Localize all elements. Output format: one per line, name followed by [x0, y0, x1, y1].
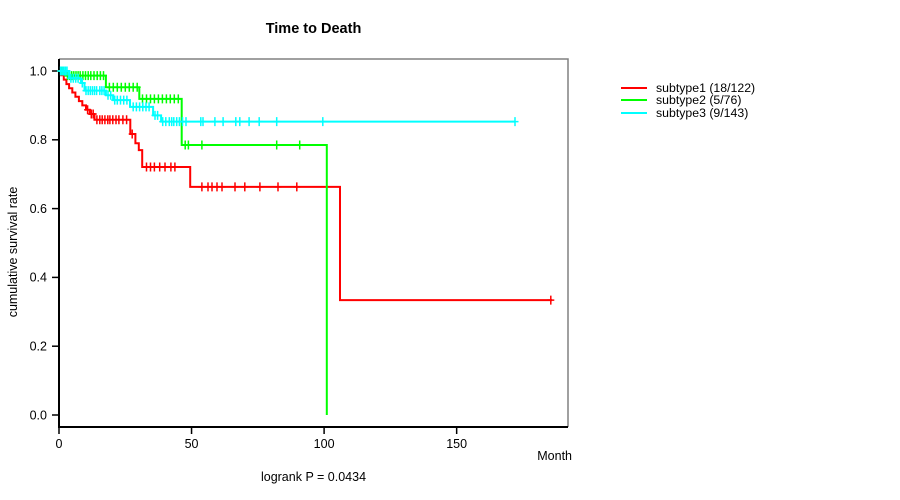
legend-row-3: subtype3 (9/143): [621, 105, 755, 120]
chart-title: Time to Death: [265, 21, 362, 37]
legend-label-2: subtype2 (5/76): [656, 93, 742, 108]
legend-row-2: subtype2 (5/76): [621, 93, 755, 108]
legend-row-1: subtype1 (18/122): [621, 82, 755, 94]
censor-marks-3: [57, 66, 519, 127]
censor-marks-2: [57, 66, 304, 150]
logrank-annotation: logrank P = 0.0434: [260, 470, 367, 484]
y-axis-title: cumulative survival rate: [6, 186, 20, 318]
x-axis-tick-label: 100: [314, 437, 335, 451]
y-axis-tick-label: 0.0: [30, 408, 47, 422]
survival-curve-1: [59, 70, 553, 302]
plot-box-top-right: [59, 58, 569, 427]
y-axis-tick-label: 1.0: [30, 64, 47, 78]
legend: subtype1 (18/122) subtype2 (5/76) subtype3…: [621, 82, 755, 119]
plot-box-axis-lines: [58, 59, 568, 428]
y-axis-tick-label: 0.6: [30, 202, 47, 216]
x-axis-title: Month: [537, 449, 572, 463]
y-axis-tick-label: 0.2: [30, 340, 47, 354]
legend-line-swatch-3: [621, 111, 647, 114]
legend-line-swatch-2: [621, 99, 647, 102]
x-axis-tick-label: 0: [56, 437, 63, 451]
y-axis-tick-label: 0.8: [30, 133, 47, 147]
legend-label-3: subtype3 (9/143): [656, 105, 749, 120]
y-axis-tick-label: 0.4: [30, 271, 47, 285]
legend-line-swatch-1: [621, 87, 647, 90]
legend-label-1: subtype1 (18/122): [656, 81, 756, 95]
censor-marks-1: [84, 105, 555, 305]
x-axis-tick-label: 150: [446, 437, 467, 451]
x-axis-tick-label: 50: [185, 437, 199, 451]
